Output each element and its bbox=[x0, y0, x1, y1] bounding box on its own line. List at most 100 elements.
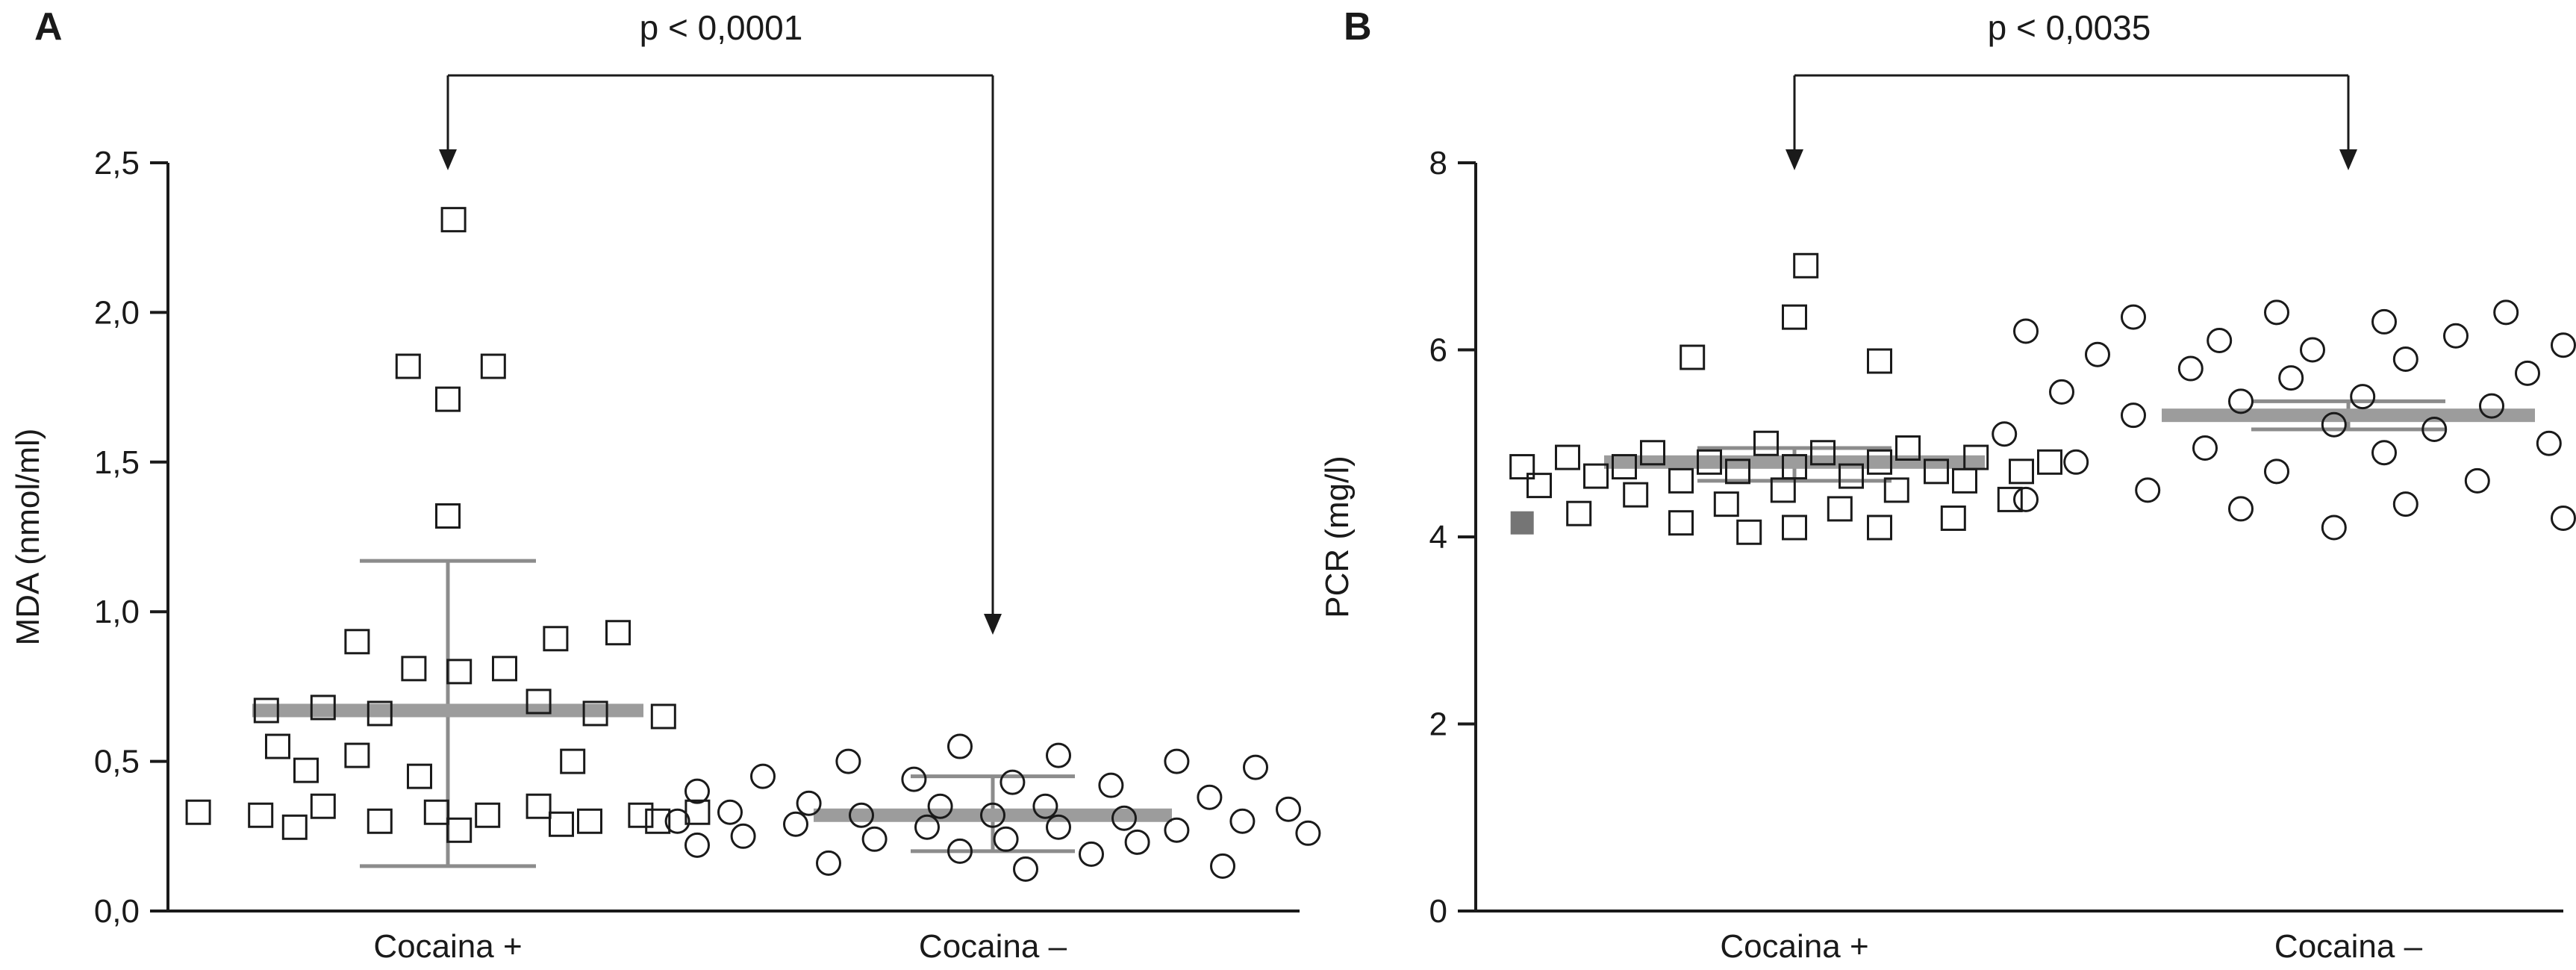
data-point-square bbox=[1924, 458, 1949, 485]
data-point-circle bbox=[1276, 796, 1301, 822]
data-point-square bbox=[480, 353, 506, 379]
data-point-circle bbox=[2321, 411, 2347, 438]
data-point-circle bbox=[1098, 772, 1124, 798]
data-point-square bbox=[440, 207, 467, 233]
data-point-circle bbox=[2464, 467, 2490, 494]
y-tick-label: 6 bbox=[1429, 332, 1447, 369]
data-point-circle bbox=[901, 766, 927, 792]
data-point-square bbox=[1680, 344, 1706, 370]
data-point-square bbox=[265, 733, 290, 759]
data-point-circle bbox=[914, 814, 940, 840]
data-point-circle bbox=[2013, 318, 2039, 344]
data-point-circle bbox=[1210, 853, 1235, 879]
group-cocaina-positive: Cocaina + bbox=[185, 207, 711, 965]
data-point-square bbox=[577, 808, 602, 834]
data-point-circle bbox=[2551, 332, 2576, 358]
data-point-circle bbox=[1032, 793, 1058, 819]
data-point-circle bbox=[980, 802, 1005, 828]
data-point-circle bbox=[2350, 384, 2376, 410]
arrowhead-icon bbox=[439, 149, 457, 170]
data-point-square bbox=[1867, 514, 1892, 541]
data-point-circle bbox=[1046, 814, 1071, 840]
data-point-circle bbox=[796, 790, 822, 816]
data-point-circle bbox=[999, 769, 1026, 795]
data-point-square-filled bbox=[1510, 511, 1534, 535]
data-point-square bbox=[1526, 473, 1552, 499]
data-point-square bbox=[1753, 430, 1779, 456]
data-point-square bbox=[1713, 491, 1739, 517]
data-point-circle bbox=[2515, 360, 2540, 386]
data-point-square bbox=[1782, 304, 1807, 330]
panel-letter-b: B bbox=[1344, 5, 1372, 49]
data-point-square bbox=[1736, 519, 1762, 545]
data-point-circle bbox=[1046, 742, 1071, 768]
y-tick-label: 4 bbox=[1429, 519, 1447, 556]
data-point-circle bbox=[783, 811, 808, 837]
data-point-circle bbox=[2551, 505, 2576, 531]
data-point-square bbox=[401, 656, 427, 682]
data-point-square bbox=[560, 748, 586, 774]
panel-b: 0 2 4 6 8 PCR (mg/l) Cocaina + Cocaina – bbox=[1319, 74, 2576, 965]
data-point-square bbox=[1793, 252, 1819, 279]
category-label: Cocaina – bbox=[2274, 928, 2423, 965]
data-point-circle bbox=[1992, 421, 2018, 447]
data-point-square bbox=[1827, 496, 1853, 522]
data-point-square bbox=[1867, 449, 1892, 475]
mean-bar bbox=[814, 808, 1172, 822]
data-point-square bbox=[2037, 449, 2062, 475]
data-point-circle bbox=[2228, 496, 2254, 522]
y-axis-title: PCR (mg/l) bbox=[1319, 456, 1356, 618]
data-point-square bbox=[344, 742, 370, 768]
data-point-square bbox=[543, 626, 569, 652]
data-point-circle bbox=[2177, 355, 2204, 382]
data-point-square bbox=[650, 703, 676, 730]
data-point-square bbox=[1583, 463, 1609, 489]
data-point-square bbox=[435, 503, 461, 529]
data-point-square bbox=[1623, 482, 1649, 508]
y-tick-label: 2,5 bbox=[94, 145, 140, 181]
data-point-circle bbox=[717, 799, 743, 825]
data-point-square bbox=[367, 700, 393, 727]
data-point-circle bbox=[2392, 346, 2418, 373]
data-point-circle bbox=[2264, 458, 2289, 485]
data-point-circle bbox=[2207, 327, 2233, 353]
data-point-circle bbox=[1164, 817, 1190, 843]
data-point-circle bbox=[2479, 393, 2504, 419]
category-label: Cocaina + bbox=[373, 928, 522, 965]
data-point-square bbox=[1883, 477, 1909, 503]
p-value-label-b: p < 0,0035 bbox=[1987, 8, 2151, 47]
data-point-square bbox=[1940, 505, 1966, 531]
data-point-square bbox=[248, 802, 274, 828]
data-point-circle bbox=[2192, 435, 2218, 461]
data-point-square bbox=[1668, 510, 1694, 536]
y-tick-label: 1,5 bbox=[94, 444, 140, 481]
data-point-square bbox=[1725, 458, 1750, 485]
data-point-square bbox=[1782, 514, 1807, 541]
data-point-square bbox=[1895, 435, 1921, 461]
data-point-square bbox=[526, 793, 552, 819]
data-point-circle bbox=[2085, 341, 2110, 367]
mean-bar bbox=[1604, 455, 1985, 469]
significance-bracket bbox=[439, 74, 1002, 635]
y-tick-label: 0,0 bbox=[94, 893, 140, 930]
data-point-circle bbox=[1197, 784, 1223, 810]
data-point-circle bbox=[2135, 477, 2161, 503]
y-tick-label: 8 bbox=[1429, 145, 1447, 181]
data-point-circle bbox=[2392, 491, 2418, 517]
data-point-square bbox=[185, 799, 211, 825]
significance-bracket bbox=[1786, 74, 2357, 170]
data-point-square bbox=[1509, 454, 1535, 480]
data-point-square bbox=[1668, 467, 1694, 494]
data-point-square bbox=[1810, 440, 1836, 466]
data-point-square bbox=[492, 656, 517, 682]
data-point-square bbox=[310, 793, 336, 819]
data-point-square bbox=[446, 659, 473, 685]
data-point-square bbox=[1770, 477, 1796, 503]
data-point-circle bbox=[849, 802, 874, 828]
group-cocaina-negative: Cocaina – bbox=[1992, 299, 2576, 965]
data-point-circle bbox=[1111, 805, 1137, 831]
p-value-label-a: p < 0,0001 bbox=[639, 8, 803, 47]
y-tick-label: 2 bbox=[1429, 706, 1447, 743]
data-point-circle bbox=[816, 850, 841, 876]
